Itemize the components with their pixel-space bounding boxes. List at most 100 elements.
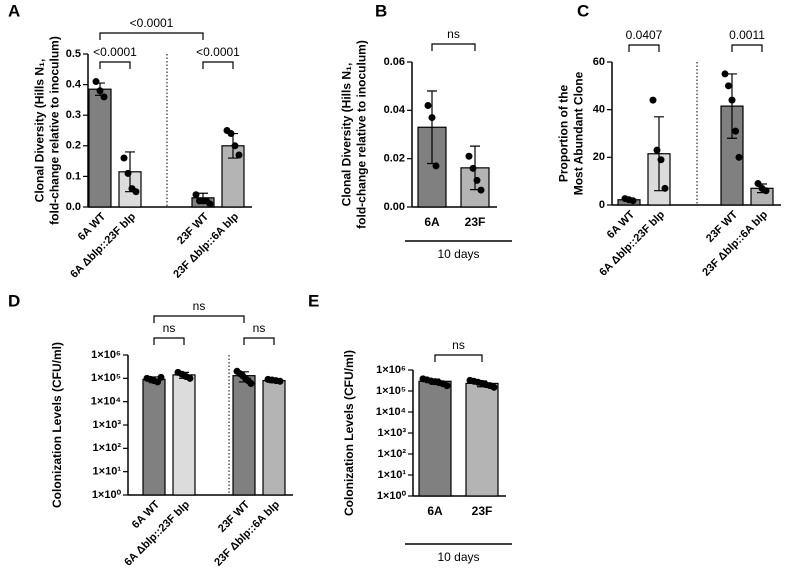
significance-bracket: [731, 44, 763, 52]
bar: [262, 379, 286, 496]
data-point: [132, 188, 140, 196]
error-bar: [727, 73, 737, 139]
y-tick-label: 0.4: [66, 79, 82, 91]
y-tick-label: 1×10⁶: [376, 364, 406, 376]
significance-label: <0.0001: [93, 45, 137, 59]
y-axis-label: Clonal Diversity (Hills N₁,: [33, 59, 47, 203]
y-tick-label: 1×10⁵: [91, 372, 121, 384]
bar: [172, 374, 196, 496]
y-tick-label: 0.06: [384, 56, 405, 68]
significance-label: ns: [447, 27, 460, 41]
y-tick-label: 0.00: [384, 201, 405, 213]
data-point: [469, 164, 477, 172]
y-axis-label: fold-change relative to inoculum): [355, 40, 369, 229]
y-axis-label: Colonization Levels (CFU/ml): [342, 350, 356, 516]
data-point: [206, 200, 214, 208]
data-point: [477, 186, 485, 194]
bar: [142, 378, 166, 496]
data-point: [428, 114, 436, 122]
data-point: [465, 152, 473, 160]
y-tick-label: 1×10¹: [378, 469, 407, 481]
data-point: [653, 146, 661, 154]
group-label: 10 days: [437, 247, 479, 261]
significance-bracket: [153, 315, 245, 323]
data-point: [443, 382, 451, 390]
y-tick-label: 1×10²: [378, 448, 407, 460]
significance-label: ns: [193, 299, 206, 313]
panel-letter: C: [577, 1, 589, 20]
significance-label: 0.0407: [626, 28, 663, 42]
bar: [88, 88, 112, 208]
y-tick-label: 1×10⁰: [92, 489, 122, 501]
significance-bracket: [99, 61, 131, 69]
significance-label: 0.0011: [729, 28, 765, 42]
data-point: [235, 151, 243, 159]
data-point: [100, 93, 108, 101]
data-point: [762, 187, 770, 195]
y-tick-label: 1×10⁴: [91, 396, 121, 408]
y-axis-label: fold-change relative to inoculum): [48, 36, 62, 225]
panel-letter: D: [8, 291, 20, 310]
x-tick-label: 6A: [427, 504, 443, 518]
panel-letter: A: [8, 1, 20, 20]
data-point: [276, 377, 284, 385]
significance-bracket: [434, 354, 483, 362]
y-axis-label: Most Abundant Clone: [572, 71, 586, 195]
panel-letter: B: [375, 1, 387, 20]
data-point: [120, 154, 128, 162]
significance-bracket: [153, 337, 185, 345]
data-point: [732, 127, 739, 135]
data-point: [92, 78, 100, 86]
x-tick-label: 23F: [472, 504, 493, 518]
y-tick-label: 0.1: [66, 170, 81, 182]
significance-bracket: [99, 32, 204, 40]
y-tick-label: 0.5: [66, 48, 81, 60]
bar: [465, 382, 499, 497]
y-tick-label: 1×10⁰: [377, 490, 407, 502]
data-point: [490, 383, 498, 391]
data-point: [629, 197, 637, 205]
x-tick-label: 6A: [424, 215, 440, 229]
y-tick-label: 60: [593, 56, 605, 68]
significance-label: ns: [163, 321, 176, 335]
bar: [418, 380, 452, 497]
data-point: [186, 374, 194, 382]
y-tick-label: 0.3: [66, 109, 81, 121]
significance-bracket: [243, 337, 275, 345]
y-tick-label: 0.0: [66, 201, 81, 213]
y-tick-label: 1×10²: [93, 442, 122, 454]
data-point: [649, 96, 657, 104]
y-tick-label: 1×10⁴: [376, 406, 406, 418]
y-axis-label: Colonization Levels (CFU/ml): [50, 342, 64, 508]
y-tick-label: 1×10³: [378, 427, 407, 439]
significance-label: ns: [253, 321, 266, 335]
significance-bracket: [628, 44, 660, 52]
data-point: [227, 130, 235, 138]
data-point: [754, 180, 762, 188]
significance-label: <0.0001: [196, 45, 240, 59]
significance-label: <0.0001: [130, 16, 174, 30]
group-label: 10 days: [437, 550, 479, 564]
significance-label: ns: [452, 338, 465, 352]
significance-bracket: [202, 61, 234, 69]
data-point: [721, 70, 729, 78]
y-axis-label: Clonal Diversity (Hills N₁,: [340, 63, 354, 207]
data-point: [231, 142, 239, 150]
y-tick-label: 0.02: [384, 153, 405, 165]
data-point: [657, 156, 665, 164]
data-point: [725, 82, 732, 90]
y-tick-label: 1×10¹: [93, 466, 122, 478]
x-tick-label: 23F: [465, 215, 486, 229]
data-point: [735, 153, 743, 161]
significance-bracket: [431, 43, 476, 51]
error-bar: [654, 116, 664, 192]
data-point: [661, 184, 669, 192]
y-tick-label: 40: [593, 104, 605, 116]
data-point: [728, 96, 736, 104]
y-tick-label: 1×10⁶: [91, 349, 121, 361]
y-tick-label: 0.04: [384, 104, 406, 116]
data-point: [157, 373, 165, 381]
data-point: [473, 176, 481, 184]
y-tick-label: 0.2: [66, 140, 81, 152]
